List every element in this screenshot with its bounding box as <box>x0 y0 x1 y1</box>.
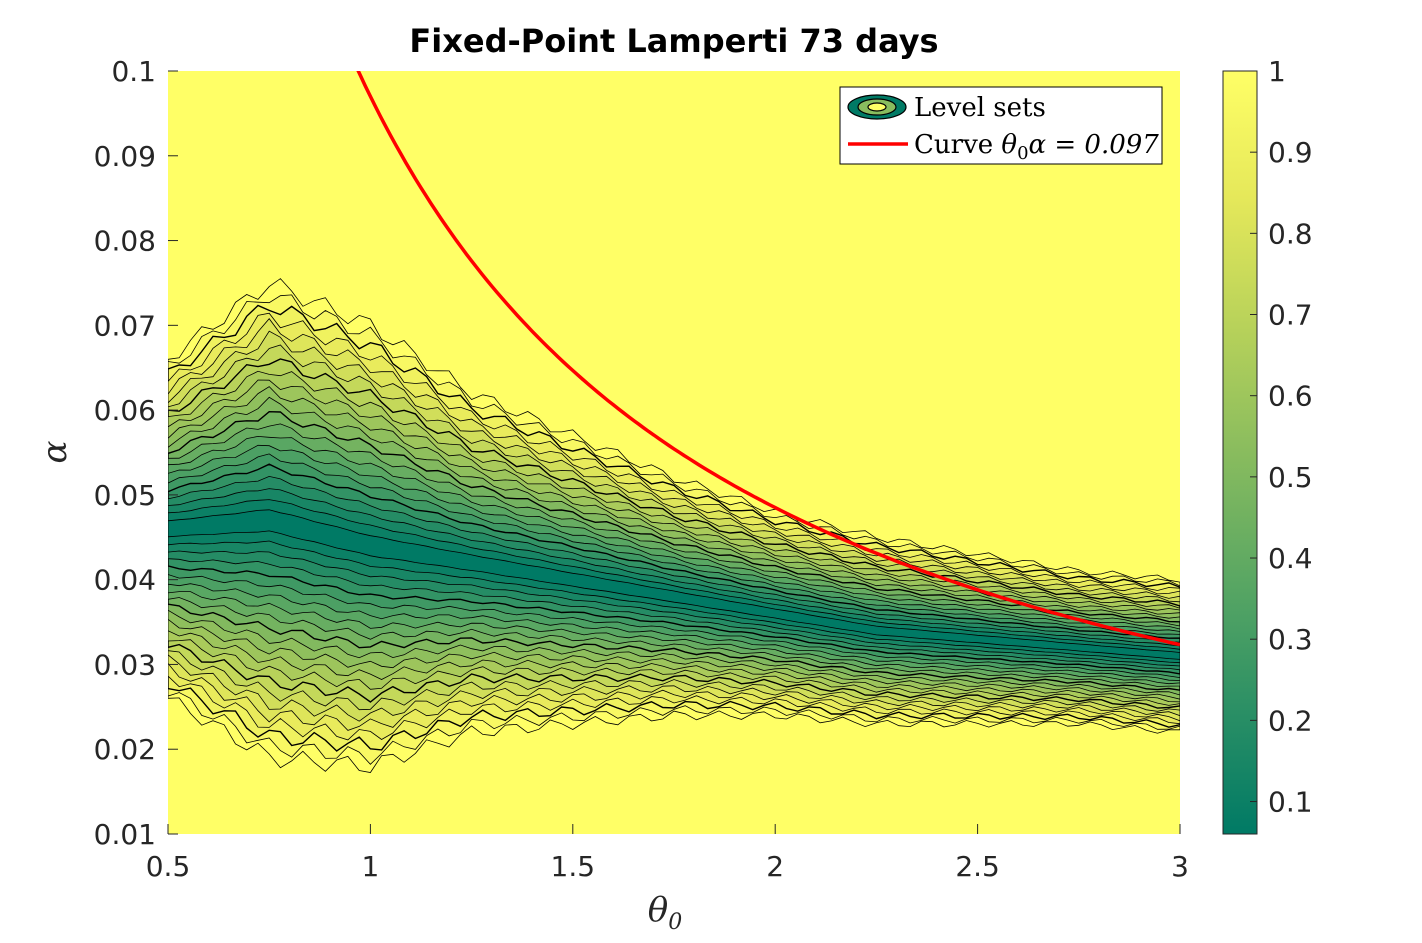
contour-fill-layer <box>168 278 1180 773</box>
colorbar-ticks: 0.1 0.2 0.3 0.4 0.5 0.6 0.7 0.8 0.9 1 <box>1250 55 1313 819</box>
y-tick-label: 0.07 <box>94 309 156 342</box>
y-tick-label: 0.01 <box>94 818 156 851</box>
y-tick-label: 0.05 <box>94 479 156 512</box>
plot-area <box>168 71 1180 834</box>
curve-theta-alpha <box>356 71 1180 647</box>
contour-band <box>168 488 1180 667</box>
colorbar-tick-label: 0.7 <box>1268 299 1313 332</box>
legend-entry-level-sets: Level sets <box>914 93 1046 123</box>
y-tick-label: 0.09 <box>94 140 156 173</box>
x-axis-ticks: 0.5 1 1.5 2 2.5 3 <box>146 824 1189 883</box>
y-tick-label: 0.1 <box>111 55 156 88</box>
x-tick-label: 1 <box>361 850 379 883</box>
x-axis-label: θ0 <box>648 890 682 935</box>
colorbar-tick-label: 0.2 <box>1268 704 1313 737</box>
chart-title: Fixed-Point Lamperti 73 days <box>409 22 938 60</box>
y-tick-label: 0.06 <box>94 394 156 427</box>
y-tick-label: 0.03 <box>94 648 156 681</box>
legend-entry-curve: Curve θ0α = 0.097 <box>914 130 1159 164</box>
legend-curve-sub: 0 <box>1017 143 1028 164</box>
x-tick-label: 1.5 <box>551 850 596 883</box>
colorbar-bar <box>1222 70 1258 835</box>
colorbar-tick-label: 0.9 <box>1268 136 1313 169</box>
legend-curve-suffix: α = 0.097 <box>1029 130 1160 160</box>
colorbar: 0.1 0.2 0.3 0.4 0.5 0.6 0.7 0.8 0.9 1 <box>1222 55 1313 835</box>
x-tick-label: 0.5 <box>146 850 191 883</box>
colorbar-tick-label: 0.3 <box>1268 623 1313 656</box>
contour-band <box>168 509 1180 660</box>
legend-curve-prefix: Curve <box>914 130 1001 160</box>
y-tick-label: 0.02 <box>94 733 156 766</box>
y-axis-label: α <box>35 440 75 463</box>
x-tick-label: 2 <box>766 850 784 883</box>
contour-band <box>168 499 1180 664</box>
colorbar-tick-label: 0.1 <box>1268 786 1313 819</box>
colorbar-tick-label: 0.6 <box>1268 380 1313 413</box>
legend-level-sets-icon-inner <box>867 102 887 112</box>
y-axis-ticks: 0.01 0.02 0.03 0.04 0.05 0.06 0.07 0.08 0.09 0.1 <box>94 55 178 851</box>
colorbar-tick-label: 0.5 <box>1268 461 1313 494</box>
x-tick-label: 2.5 <box>955 850 1000 883</box>
y-tick-label: 0.08 <box>94 225 156 258</box>
x-axis-label-subscript: 0 <box>668 910 682 935</box>
colorbar-tick-label: 1 <box>1268 55 1286 88</box>
x-axis-label-symbol: θ <box>648 890 668 930</box>
y-tick-label: 0.04 <box>94 564 156 597</box>
contour-band <box>168 475 1180 671</box>
colorbar-tick-label: 0.8 <box>1268 217 1313 250</box>
colorbar-tick-label: 0.4 <box>1268 542 1313 575</box>
legend-curve-theta: θ <box>1001 130 1017 160</box>
x-tick-label: 3 <box>1171 850 1189 883</box>
legend: Level sets Curve θ0α = 0.097 <box>839 86 1163 165</box>
